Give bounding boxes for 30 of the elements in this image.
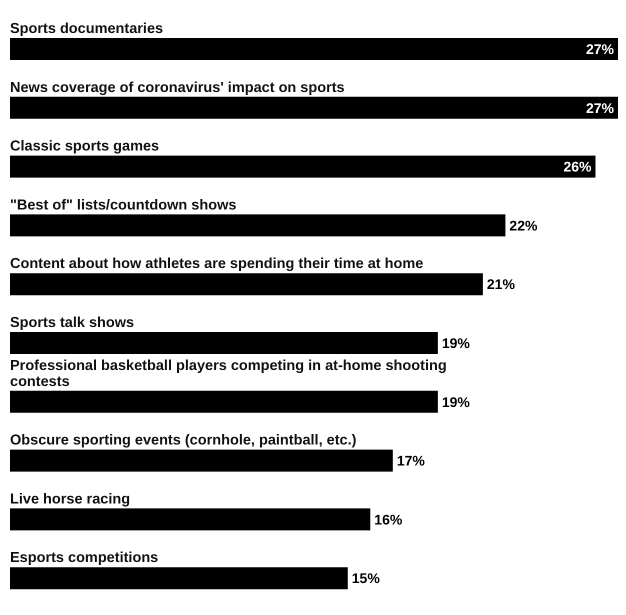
y-tick-label: Sports talk shows (10, 315, 134, 331)
bar (10, 567, 348, 590)
y-tick-label: News coverage of coronavirus' impact on sports (10, 80, 345, 96)
bar (10, 156, 596, 178)
y-tick-label: Sports documentaries (10, 21, 164, 37)
bar (10, 214, 506, 236)
y-tick-label: Obscure sporting events (cornhole, paintball, etc.) (10, 432, 357, 449)
y-tick-label: Content about how athletes are spending their time at home (10, 256, 424, 272)
data-label: 27% (586, 41, 615, 57)
bar (10, 273, 483, 296)
y-tick-label: Esports competitions (10, 550, 158, 566)
data-label: 19% (442, 335, 470, 351)
data-label: 21% (486, 276, 516, 292)
bar (10, 96, 618, 119)
y-tick-label: Professional basketball players competing in at-home shooting contests (10, 358, 447, 390)
data-label: 16% (374, 511, 403, 528)
data-label: 17% (396, 452, 426, 469)
y-tick-label: Classic sports games (10, 138, 160, 155)
data-label: 27% (586, 100, 615, 116)
bar (10, 450, 393, 472)
bar (10, 332, 438, 354)
bar (10, 508, 370, 530)
data-label: 26% (563, 158, 592, 175)
y-tick-label: Live horse racing (10, 491, 130, 508)
bar (10, 390, 438, 413)
y-tick-label: "Best of" lists/countdown shows (10, 197, 236, 214)
data-label: 15% (352, 570, 380, 586)
data-label: 19% (442, 394, 470, 410)
bar (10, 38, 618, 60)
data-label: 22% (509, 217, 538, 234)
